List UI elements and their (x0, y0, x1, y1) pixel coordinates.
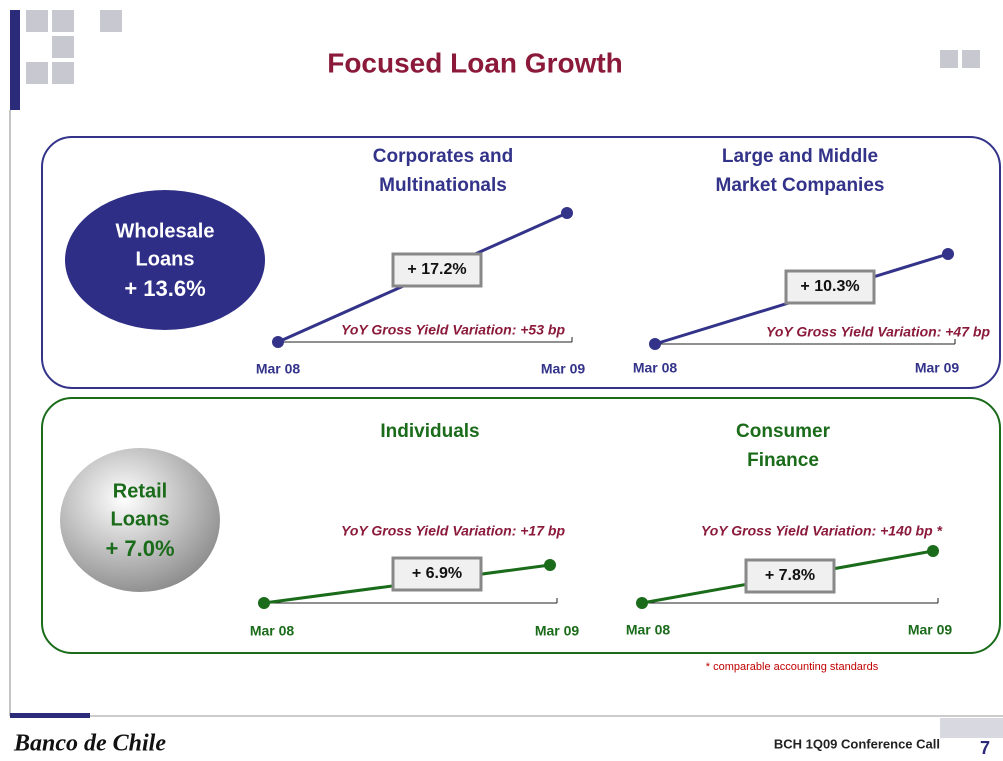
badge-text: Retail (113, 480, 167, 502)
event: BCH 1Q09 Conference Call (774, 736, 940, 751)
growth-box (784, 269, 876, 305)
date-label: Mar 09 (535, 623, 580, 639)
panel-title: Individuals (380, 421, 479, 442)
panel-title: Large and Middle (722, 146, 878, 167)
wholesale-badge (65, 190, 265, 330)
page-number: 7 (980, 738, 990, 758)
point (272, 336, 284, 348)
date-label: Mar 08 (626, 622, 671, 638)
badge-text: Loans (136, 248, 195, 270)
point (544, 559, 556, 571)
badge-text: Wholesale (116, 220, 215, 242)
yield-variation: YoY Gross Yield Variation: +17 bp (341, 523, 565, 539)
date-label: Mar 09 (908, 622, 953, 638)
yield-variation: YoY Gross Yield Variation: +47 bp (766, 324, 990, 340)
brand: Banco de Chile (13, 731, 166, 757)
point (561, 207, 573, 219)
wholesale-panel (41, 136, 1001, 389)
growth-label: + 10.3% (800, 278, 859, 295)
growth-label: + 17.2% (407, 261, 466, 278)
footnote: * comparable accounting standards (706, 661, 879, 673)
growth-box (391, 556, 483, 592)
yield-variation: YoY Gross Yield Variation: +53 bp (341, 322, 565, 338)
decoration (9, 10, 1003, 738)
growth-label: + 6.9% (412, 565, 462, 582)
point (636, 597, 648, 609)
date-label: Mar 09 (541, 361, 586, 377)
growth-label: + 7.8% (765, 567, 815, 584)
panel-title: Consumer (736, 421, 831, 442)
badge-text: Loans (111, 508, 170, 530)
panel-title: Market Companies (716, 175, 885, 196)
point (258, 597, 270, 609)
badge-text: + 7.0% (105, 536, 174, 561)
point (649, 338, 661, 350)
point (942, 248, 954, 260)
panel-title: Corporates and (373, 146, 513, 167)
date-label: Mar 08 (250, 623, 295, 639)
badge-text: + 13.6% (124, 276, 205, 301)
title: Focused Loan Growth (327, 47, 623, 78)
date-label: Mar 08 (256, 361, 301, 377)
retail-badge (60, 448, 220, 592)
date-label: Mar 08 (633, 360, 678, 376)
panel-title: Multinationals (379, 175, 507, 196)
growth-box (744, 558, 836, 594)
panel-title: Finance (747, 450, 819, 471)
growth-box (391, 252, 483, 288)
retail-panel (41, 397, 1001, 654)
yield-variation: YoY Gross Yield Variation: +140 bp * (701, 523, 943, 539)
date-label: Mar 09 (915, 360, 960, 376)
point (927, 545, 939, 557)
